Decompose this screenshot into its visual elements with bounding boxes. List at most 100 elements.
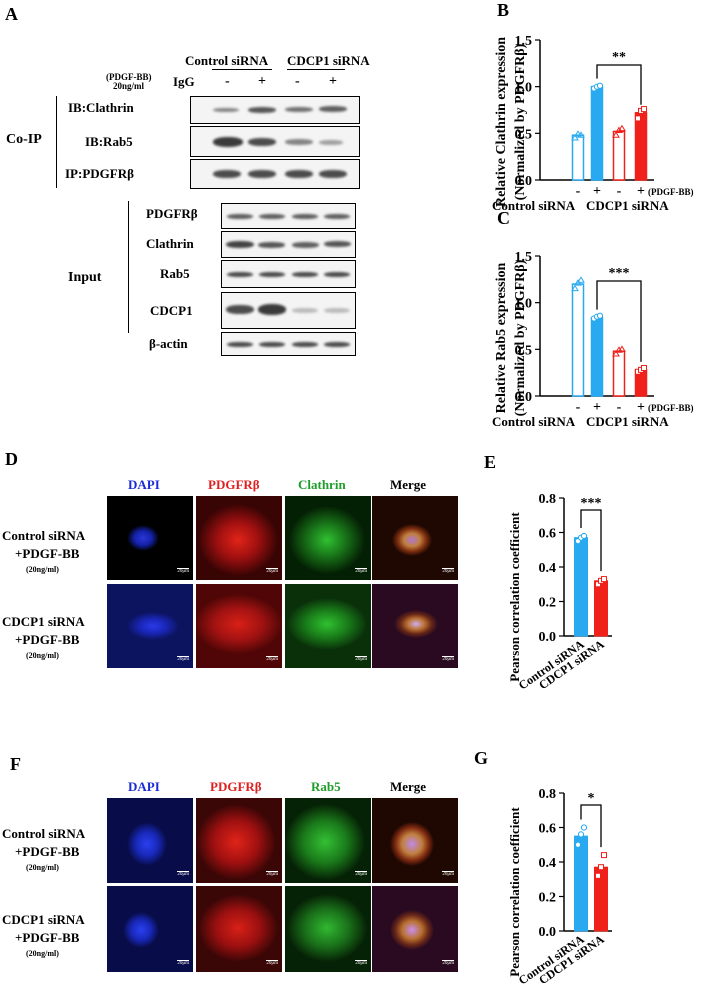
y-axis-label: Relative Clathrin expression	[494, 37, 509, 207]
row-label: CDCP1 siRNA	[2, 614, 85, 629]
y-tick-label: 0.2	[539, 596, 557, 611]
chart-c: 0.0 0.5 1.0 1.5 Relative Rab5 expression (Nor…	[492, 250, 694, 429]
y-axis-label: Relative Rab5 expression	[494, 262, 509, 413]
y-tick-label: 0.8	[539, 787, 557, 802]
channel-label: Rab5	[311, 779, 341, 794]
micro-pdgfrb: 20μm	[196, 496, 282, 580]
coip-bracket	[56, 96, 57, 188]
micro-merge: 20μm	[372, 886, 458, 972]
micro-merge: 20μm	[372, 798, 458, 883]
blot-input-bactin	[221, 332, 356, 356]
channel-label: DAPI	[128, 779, 160, 794]
sign: -	[295, 74, 300, 89]
bar	[571, 283, 585, 397]
blot-label: IP:PDGFRβ	[65, 166, 134, 181]
channel-label: PDGFRβ	[210, 779, 262, 794]
micro-dapi: 20μm	[107, 496, 193, 580]
x-sign: +	[593, 184, 601, 199]
blot-label: Clathrin	[146, 236, 194, 251]
data-point	[580, 824, 588, 831]
group-control-label: Control siRNA	[185, 53, 269, 68]
blot-label: IB:Clathrin	[68, 100, 134, 115]
row-label: (20ng/ml)	[26, 651, 59, 660]
data-point	[577, 831, 585, 838]
y-tick-label: 1.5	[515, 34, 533, 49]
micro-clathrin: 20μm	[285, 496, 371, 580]
chart-e: 0.0 0.2 0.4 0.6 0.8 Pearson correlation coeff…	[507, 492, 612, 692]
input-bracket	[128, 201, 129, 333]
significance-label: ***	[581, 496, 602, 511]
y-axis-label: (Normalized by PDGFRβ)	[513, 259, 528, 416]
data-point	[595, 872, 601, 879]
row-label: Control siRNA	[2, 528, 86, 543]
data-point	[612, 131, 620, 138]
x-sign: -	[617, 400, 622, 415]
significance-label: **	[612, 50, 626, 65]
row-label: +PDGF-BB	[15, 546, 80, 561]
row-label: +PDGF-BB	[15, 930, 80, 945]
group-label: CDCP1 siRNA	[586, 198, 669, 213]
data-point	[596, 82, 604, 89]
group-underline	[212, 69, 272, 70]
data-point	[641, 365, 647, 371]
y-tick-label: 0.6	[539, 822, 557, 837]
data-point	[571, 284, 579, 292]
blot-label: β-actin	[149, 336, 188, 351]
blot-input-pdgfrb	[221, 203, 356, 229]
blot-label: IB:Rab5	[85, 134, 133, 149]
data-point	[615, 126, 623, 134]
blot-label: Rab5	[160, 266, 190, 281]
y-tick-label: 0.5	[515, 127, 533, 142]
channel-label: PDGFRβ	[208, 477, 260, 492]
micro-merge: 20μm	[372, 496, 458, 580]
x-sign: -	[617, 184, 622, 199]
group-cdcp1-label: CDCP1 siRNA	[287, 53, 370, 68]
y-axis-label: (Normalized by PDGFRβ)	[513, 43, 528, 200]
blot-label: PDGFRβ	[146, 206, 198, 221]
bar	[574, 835, 588, 932]
data-point	[574, 841, 582, 848]
y-tick-label: 1.0	[515, 81, 533, 96]
micro-pdgfrb: 20μm	[196, 886, 282, 972]
blot-input-clathrin	[221, 231, 356, 258]
sign: -	[225, 74, 230, 89]
group-label: Control siRNA	[492, 414, 576, 429]
data-point	[635, 115, 641, 122]
data-point	[641, 106, 647, 113]
y-tick-label: 0.2	[539, 891, 557, 906]
treatment-label: (PDGF-BB)	[648, 187, 694, 197]
row-label: (20ng/ml)	[26, 565, 59, 574]
panel-label-g: G	[474, 748, 489, 768]
bar	[634, 112, 648, 181]
bar	[571, 134, 585, 181]
x-sign: +	[637, 400, 645, 415]
blot-ip-pdgfrb	[190, 159, 360, 189]
bar	[612, 130, 626, 181]
data-point	[618, 124, 626, 132]
micro-dapi: 20μm	[107, 798, 193, 883]
data-point	[612, 350, 620, 357]
micro-pdgfrb: 20μm	[196, 584, 282, 668]
channel-label: Clathrin	[298, 477, 346, 492]
micro-pdgfrb: 20μm	[196, 798, 282, 883]
significance-bracket	[580, 509, 602, 572]
panel-label-a: A	[5, 4, 18, 24]
row-label: CDCP1 siRNA	[2, 912, 85, 927]
treatment-label: (PDGF-BB)	[648, 403, 694, 413]
panel-label-b: B	[497, 0, 510, 20]
x-sign: +	[593, 400, 601, 415]
blot-ib-rab5	[190, 126, 360, 157]
data-point	[580, 532, 588, 540]
channel-label: Merge	[390, 779, 427, 794]
y-tick-label: 0.0	[539, 925, 557, 940]
channel-label: Merge	[390, 477, 427, 492]
y-axis-label: Pearson correlation coefficient	[507, 807, 522, 977]
micro-dapi: 20μm	[107, 584, 193, 668]
group-label: Control siRNA	[492, 198, 576, 213]
data-point	[577, 131, 585, 138]
data-point	[601, 852, 607, 859]
blot-label: CDCP1	[150, 303, 193, 318]
bar	[590, 316, 604, 397]
channel-label: DAPI	[128, 477, 160, 492]
significance-label: ***	[609, 266, 630, 281]
